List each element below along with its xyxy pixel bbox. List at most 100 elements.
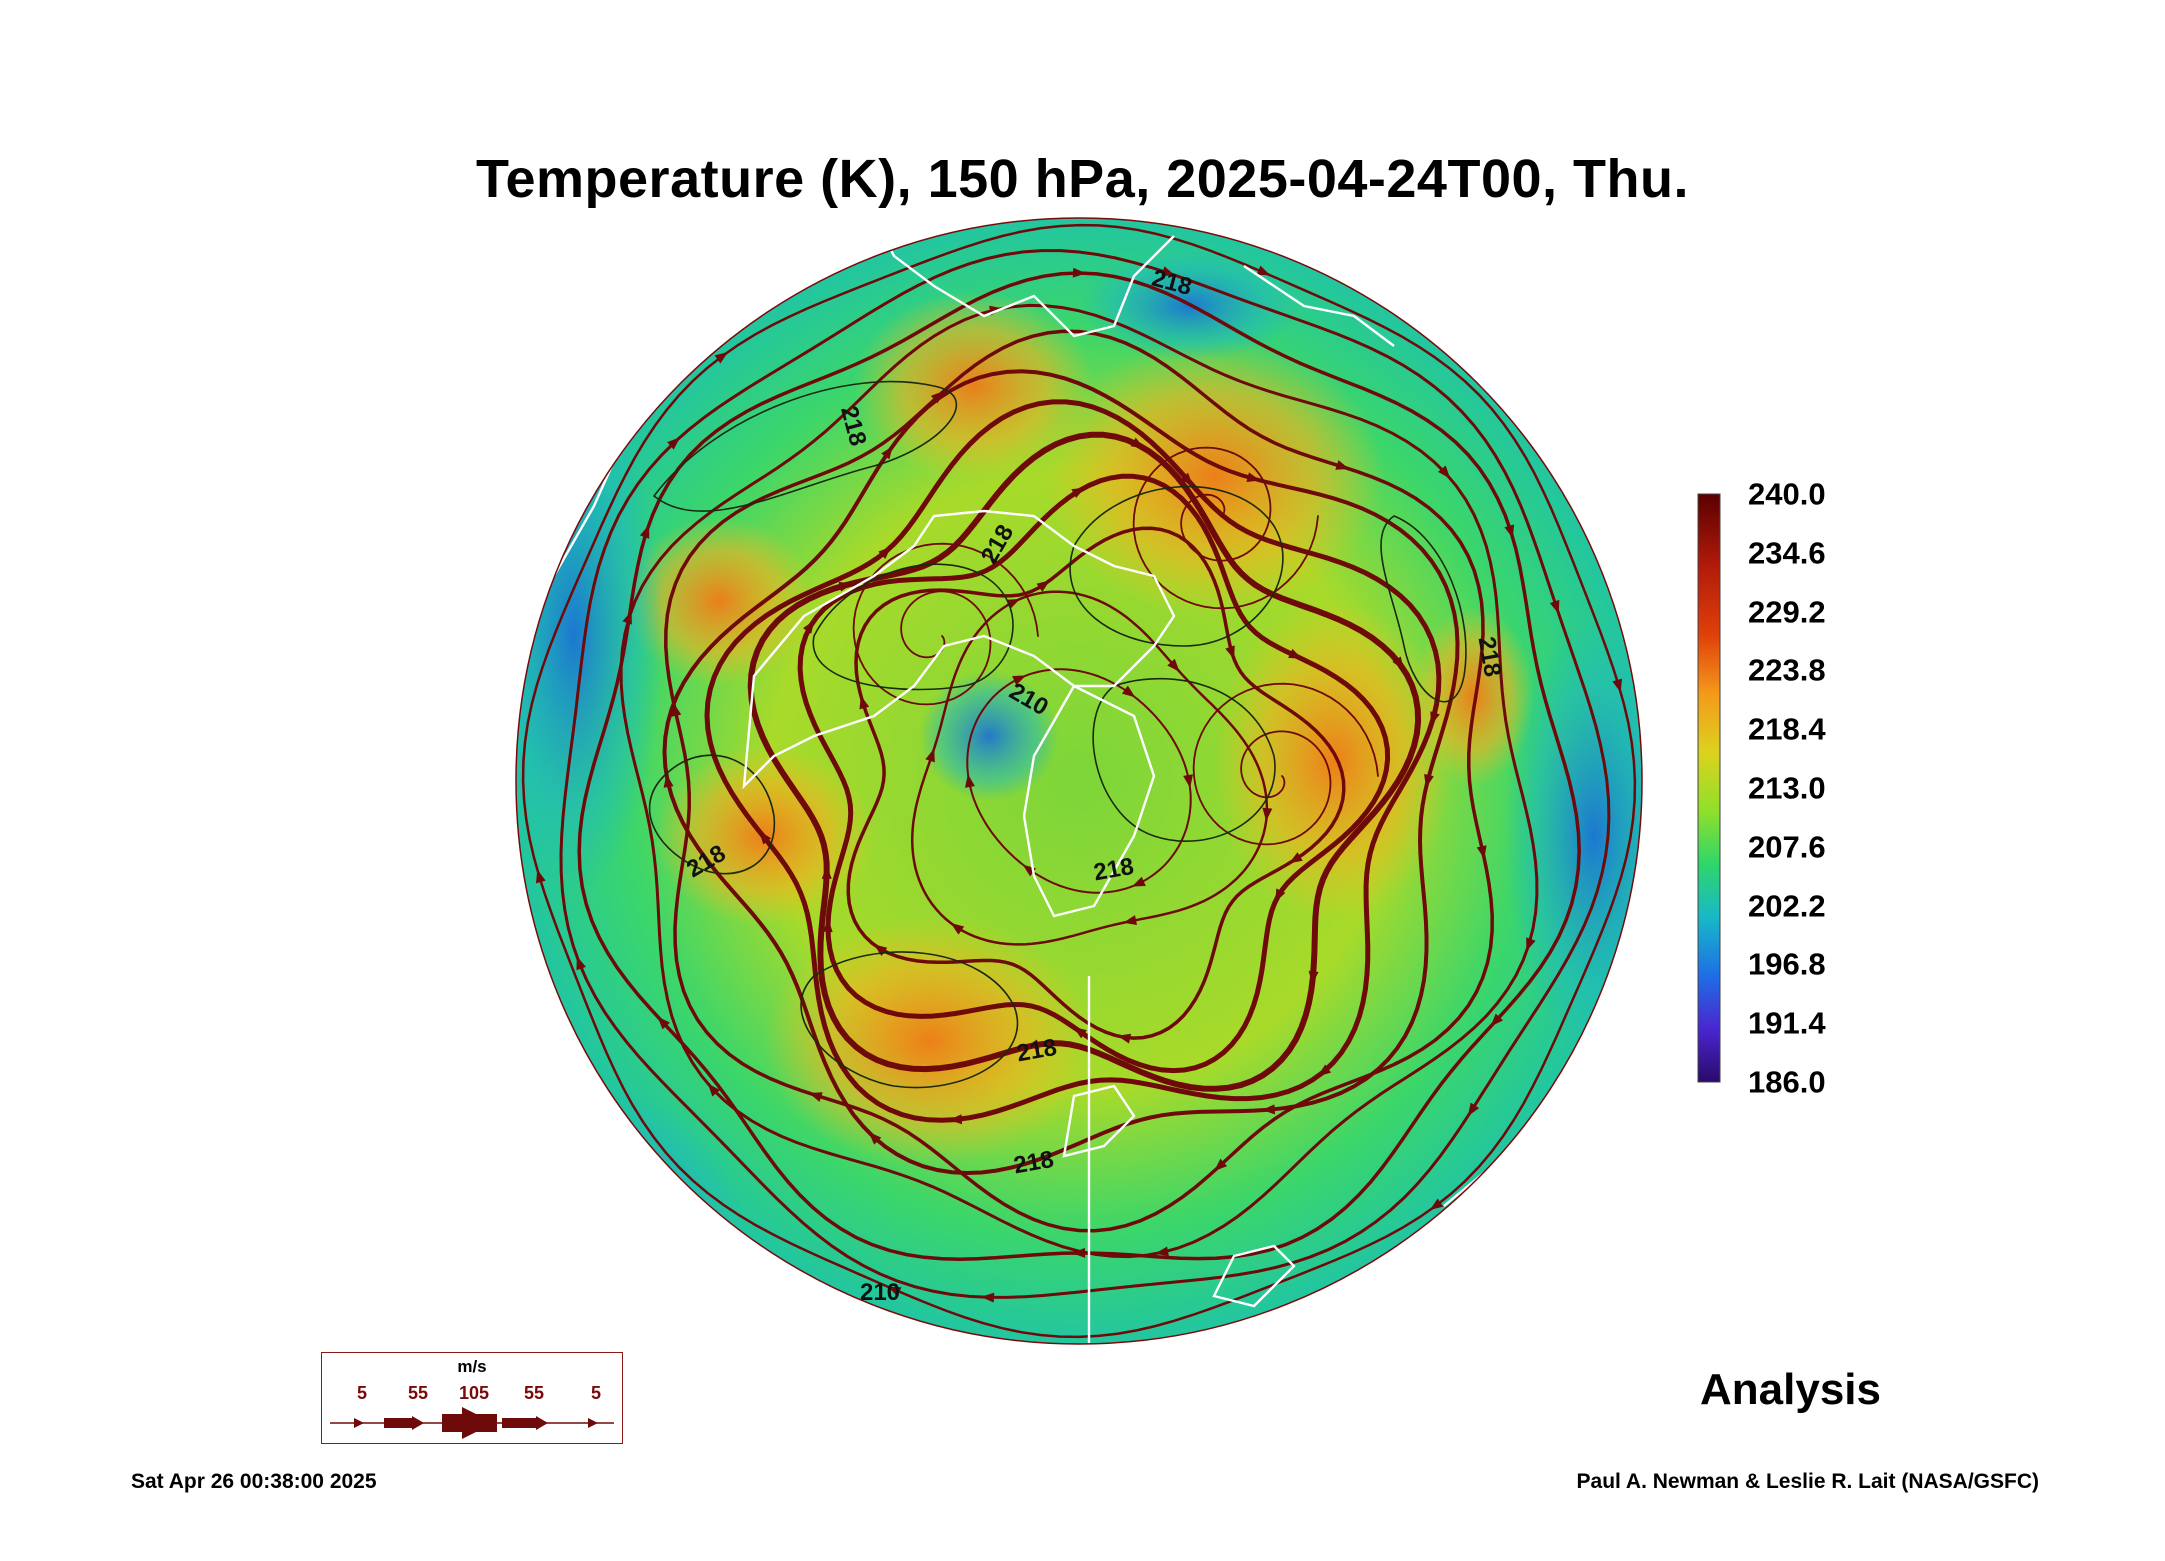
streamline [910, 590, 1269, 946]
vector-key-unit: m/s [457, 1357, 487, 1376]
streamline-arrow [981, 1292, 995, 1303]
streamline [577, 271, 1581, 1261]
streamline-arrow [1131, 876, 1146, 887]
streamline-arrow [1180, 472, 1193, 486]
streamline-arrow [1430, 711, 1440, 726]
streamline-arrow [1121, 685, 1136, 698]
streamline-arrow [1612, 678, 1623, 693]
streamline-swirl [852, 542, 1039, 706]
streamline-arrow [1073, 1026, 1087, 1039]
streamline-arrow [868, 1131, 882, 1145]
contour-label: 210 [860, 1279, 900, 1306]
streamline-arrow [808, 1092, 823, 1102]
streamline-swirl [1132, 446, 1319, 610]
streamline-arrow [714, 352, 729, 364]
streamline-arrow [1438, 465, 1451, 479]
streamline-arrow [1071, 487, 1086, 499]
streamline-arrow [1214, 1158, 1228, 1172]
temperature-field [516, 218, 1642, 1344]
streamline [846, 526, 1346, 1040]
streamline-arrow [1262, 807, 1273, 822]
colorbar-tick-label: 186.0 [1748, 1064, 1826, 1100]
streamline-arrow [881, 445, 893, 460]
colorbar-tick-label: 229.2 [1748, 594, 1826, 630]
streamline-arrow [1261, 1104, 1276, 1115]
streamline-arrow [1123, 915, 1137, 925]
streamline-arrow [1504, 524, 1515, 539]
streamline-arrow [671, 702, 682, 717]
streamline-arrow [1429, 1198, 1444, 1210]
streamline-arrow [1308, 970, 1319, 985]
streamline-arrow [1025, 1039, 1040, 1050]
vector-key-value: 5 [590, 1383, 602, 1403]
streamline-arrow [1167, 658, 1180, 672]
streamline-arrow [1036, 580, 1050, 592]
streamline-arrow [1424, 774, 1434, 788]
streamline-arrow [878, 546, 892, 559]
streamline-arrow [1526, 937, 1536, 952]
map-title: Temperature (K), 150 hPa, 2025-04-24T00,… [476, 149, 1689, 209]
streamline-arrow [1476, 845, 1487, 860]
vector-key-value: 5 [356, 1383, 368, 1403]
colorbar-tick-label: 218.4 [1748, 711, 1826, 747]
streamline-swirl [1192, 682, 1379, 846]
streamline-arrow [1549, 599, 1560, 614]
streamline-arrow [838, 581, 853, 592]
streamline-arrow [667, 437, 681, 450]
streamline-arrow [1130, 437, 1145, 449]
streamline-arrow [1155, 1246, 1169, 1257]
colorbar-tick-label: 240.0 [1748, 476, 1826, 512]
streamline-arrow [1117, 1033, 1132, 1044]
colorbar [1697, 493, 1721, 1083]
vector-key-value: 105 [458, 1383, 490, 1403]
streamline-arrow [576, 956, 586, 971]
streamline-arrow [707, 1083, 720, 1097]
streamline [559, 249, 1611, 1299]
streamline-arrow [1161, 266, 1176, 276]
streamline-arrow [1467, 1102, 1480, 1117]
streamline [664, 329, 1494, 1233]
vector-key-value: 55 [407, 1383, 429, 1403]
streamline-arrow [948, 1114, 963, 1125]
streamline-arrow [657, 1016, 670, 1030]
streamline-arrow [663, 774, 674, 788]
streamline-arrow [822, 918, 833, 933]
streamline [619, 303, 1539, 1259]
streamline [747, 431, 1422, 1092]
streamline-arrow [1072, 1247, 1086, 1258]
streamline-arrow [639, 524, 650, 539]
streamline-arrow [1072, 267, 1086, 278]
streamline-arrow [821, 865, 832, 879]
wind-streamlines [521, 223, 1637, 1339]
streamline-arrow [1288, 648, 1303, 659]
streamline-arrow [1289, 852, 1303, 864]
wind-vector-key: m/s 5 55 105 55 5 [321, 1352, 623, 1444]
streamline-arrow [759, 831, 772, 845]
streamline-arrow [965, 774, 975, 788]
streamline-arrow [1392, 656, 1404, 671]
colorbar-tick-label: 191.4 [1748, 1005, 1826, 1041]
vector-key-arrows [330, 1407, 614, 1439]
streamline-arrow [1275, 888, 1286, 903]
streamline [521, 223, 1637, 1339]
colorbar-tick-label: 234.6 [1748, 535, 1826, 571]
colorbar-tick-label: 207.6 [1748, 829, 1826, 865]
analysis-label: Analysis [1700, 1365, 1881, 1414]
vector-key-value: 55 [523, 1383, 545, 1403]
streamline-arrow [1225, 645, 1235, 660]
streamline-arrow [873, 944, 888, 956]
streamline-arrow [925, 748, 935, 763]
streamline [797, 473, 1391, 1074]
streamline-arrow [1335, 460, 1350, 470]
streamline-arrow [887, 1286, 902, 1297]
streamline-arrow [1012, 675, 1027, 686]
streamline-arrow [1256, 265, 1271, 276]
colorbar-tick-label: 213.0 [1748, 770, 1826, 806]
colorbar-tick-label: 223.8 [1748, 652, 1826, 688]
streamline-arrow [859, 695, 870, 710]
streamline-arrow [1183, 774, 1193, 788]
credit: Paul A. Newman & Leslie R. Lait (NASA/GS… [1576, 1470, 2039, 1493]
streamline-arrow [1490, 1013, 1504, 1027]
streamline-arrow [950, 923, 965, 935]
